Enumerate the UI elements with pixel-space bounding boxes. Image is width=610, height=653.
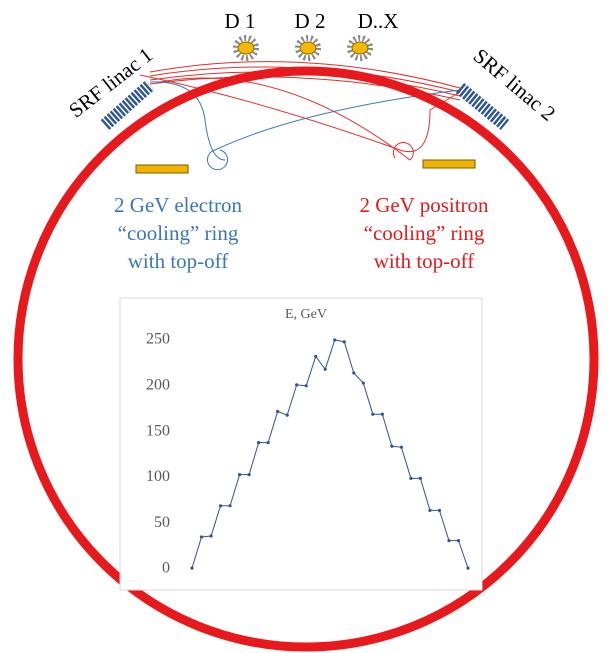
data-point: [228, 504, 232, 508]
data-point: [437, 508, 442, 512]
linac-1: [100, 80, 155, 130]
collider-ring: [13, 66, 599, 652]
detector-label: D 2: [295, 9, 326, 33]
electron-ring-label: with top-off: [128, 249, 229, 273]
y-tick-label: 0: [162, 560, 170, 577]
detector-label: D 1: [225, 9, 256, 33]
y-tick-label: 150: [146, 422, 170, 439]
data-point: [399, 445, 403, 449]
y-tick-label: 100: [146, 468, 170, 485]
electron-ring-bar: [135, 164, 189, 174]
data-point: [285, 413, 289, 417]
data-point: [266, 440, 270, 445]
data-point: [456, 539, 461, 543]
linac-2: [455, 82, 510, 131]
data-line: [191, 339, 469, 569]
data-point: [323, 367, 327, 371]
data-point: [237, 473, 242, 477]
data-point: [390, 444, 394, 448]
data-point: [466, 566, 470, 570]
detectors: [233, 35, 373, 61]
y-tick-label: 200: [146, 376, 170, 393]
data-point: [380, 412, 384, 416]
data-point: [295, 383, 299, 387]
data-point: [247, 473, 251, 477]
data-point: [361, 381, 365, 385]
y-tick-label: 250: [146, 331, 170, 348]
chart: 0 50 100 150 200 250: [146, 331, 470, 577]
data-point: [304, 384, 308, 388]
electron-ring-label: 2 GeV electron: [114, 193, 242, 217]
data-point: [418, 476, 423, 480]
data-point: [428, 508, 432, 512]
data-point: [409, 476, 413, 480]
data-point: [342, 340, 346, 344]
positron-ring-bar: [422, 159, 476, 169]
transfer-lines: [139, 61, 461, 171]
chart-frame: [119, 297, 483, 591]
positron-ring-label: “cooling” ring: [364, 221, 485, 245]
data-point: [447, 539, 451, 543]
chart-title: E, GeV: [285, 307, 327, 322]
electron-ring-label: “cooling” ring: [118, 221, 239, 245]
y-tick-label: 50: [154, 514, 170, 531]
data-point: [218, 504, 223, 508]
data-point: [352, 371, 356, 375]
data-point: [257, 440, 261, 445]
data-point: [333, 338, 337, 342]
data-point: [371, 412, 375, 416]
detector-label: D..X: [358, 9, 399, 33]
data-point: [199, 535, 204, 539]
positron-ring-label: 2 GeV positron: [359, 193, 489, 217]
data-point: [190, 566, 194, 570]
data-point: [209, 534, 213, 538]
data-point: [314, 354, 318, 359]
positron-ring-label: with top-off: [374, 249, 475, 273]
data-point: [276, 409, 280, 414]
